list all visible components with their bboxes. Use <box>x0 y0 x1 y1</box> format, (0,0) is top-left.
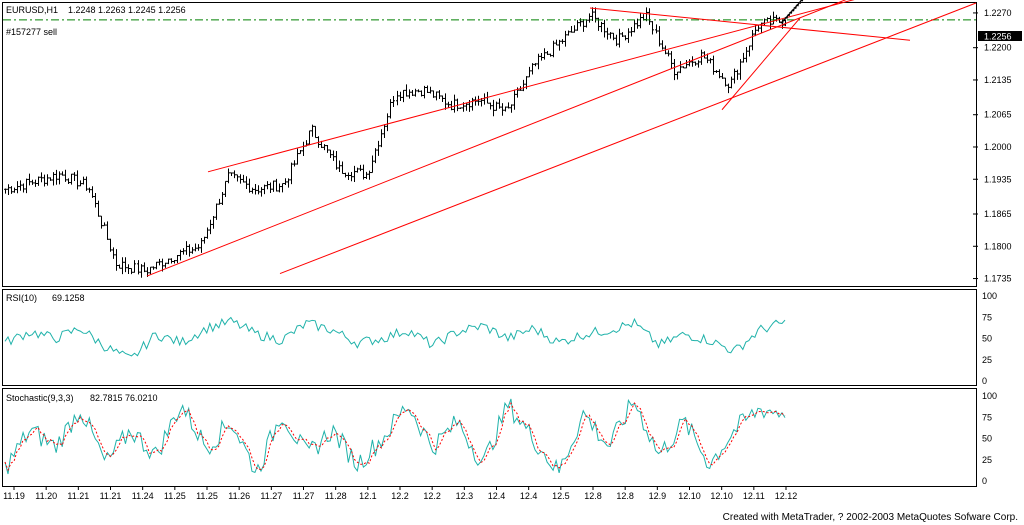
x-tick-label: 11.21 <box>100 491 122 501</box>
price-y-tick-label: 1.2135 <box>984 75 1012 85</box>
trend-line <box>279 2 977 275</box>
footer-credit: Created with MetaTrader, ? 2002-2003 Met… <box>722 512 1018 523</box>
rsi-y-tick-label: 25 <box>982 355 992 365</box>
stoch-panel-frame <box>2 388 977 487</box>
axes-layer: 1.2270 1.2200 1.2135 1.2065 1.2000 1.1935 1.18… <box>3 8 1011 501</box>
x-tick-label: 11.28 <box>325 491 347 501</box>
price-y-tick-label: 1.2000 <box>984 142 1012 152</box>
rsi-line <box>4 316 786 357</box>
order-arrow-icon <box>786 12 791 17</box>
stoch-y-tick-label: 50 <box>982 434 992 444</box>
stoch-y-tick-label: 75 <box>982 412 992 422</box>
x-tick-label: 11.27 <box>260 491 282 501</box>
price-title: EURUSD,H1 <box>6 5 58 15</box>
x-tick-label: 11.27 <box>293 491 315 501</box>
x-tick-label: 12.8 <box>616 491 634 501</box>
panel-frames <box>2 2 977 487</box>
x-tick-label: 11.25 <box>196 491 218 501</box>
x-tick-label: 11.19 <box>3 491 25 501</box>
trend-line <box>721 17 801 111</box>
order-arrow-icon <box>799 0 804 2</box>
stoch-y-tick-label: 25 <box>982 455 992 465</box>
order-arrow-icon <box>788 9 793 14</box>
x-tick-label: 11.25 <box>164 491 186 501</box>
rsi-title: RSI(10) <box>6 293 37 303</box>
x-tick-label: 11.24 <box>132 491 154 501</box>
stoch-y-tick-label: 100 <box>982 391 997 401</box>
price-y-tick-label: 1.1800 <box>984 241 1012 251</box>
order-arrow-icon <box>784 14 789 19</box>
order-arrow-icon <box>795 2 800 7</box>
x-tick-label: 11.26 <box>228 491 250 501</box>
x-tick-label: 12.4 <box>520 491 538 501</box>
stoch-main-line <box>4 398 786 475</box>
order-arrow-icon <box>793 4 798 9</box>
price-y-tick-label: 1.2270 <box>984 8 1012 18</box>
stoch-value: 82.7815 76.0210 <box>90 393 158 403</box>
rsi-y-tick-label: 75 <box>982 312 992 322</box>
x-tick-label: 12.5 <box>552 491 570 501</box>
trend-line <box>207 0 855 173</box>
rsi-layer <box>4 316 786 357</box>
price-y-tick-label: 1.2065 <box>984 110 1012 120</box>
stoch-title: Stochastic(9,3,3) <box>6 393 74 403</box>
rsi-y-tick-label: 100 <box>982 291 997 301</box>
x-tick-label: 12.4 <box>488 491 506 501</box>
order-arrow-icon <box>782 17 787 22</box>
price-y-tick-label: 1.1735 <box>984 274 1012 284</box>
x-tick-label: 12.1 <box>359 491 377 501</box>
price-y-tick-label: 1.1935 <box>984 174 1012 184</box>
current-price-label: 1.2256 <box>984 32 1012 42</box>
stoch-layer <box>4 398 786 475</box>
price-y-tick-label: 1.2200 <box>984 43 1012 53</box>
rsi-y-tick-label: 50 <box>982 334 992 344</box>
rsi-panel-frame <box>2 289 977 386</box>
order-label: #157277 sell <box>6 27 57 37</box>
order-arrow-icon <box>797 0 802 4</box>
stoch-signal-line <box>4 401 786 472</box>
price-layer <box>3 0 977 278</box>
x-tick-label: 11.21 <box>67 491 89 501</box>
x-tick-label: 12.10 <box>710 491 733 501</box>
x-tick-label: 12.11 <box>743 491 765 501</box>
x-tick-label: 11.20 <box>35 491 57 501</box>
x-tick-label: 12.10 <box>678 491 701 501</box>
stoch-y-tick-label: 0 <box>982 476 987 486</box>
x-tick-label: 12.2 <box>423 491 441 501</box>
x-tick-label: 12.2 <box>391 491 409 501</box>
rsi-value: 69.1258 <box>52 293 85 303</box>
x-tick-label: 12.3 <box>456 491 474 501</box>
x-tick-label: 12.8 <box>584 491 602 501</box>
rsi-y-tick-label: 0 <box>982 376 987 386</box>
price-y-tick-label: 1.1865 <box>984 209 1012 219</box>
price-panel-frame <box>2 2 977 287</box>
x-tick-label: 12.12 <box>775 491 798 501</box>
price-ohlc: 1.2248 1.2263 1.2245 1.2256 <box>68 5 186 15</box>
order-arrow-icon <box>791 7 795 12</box>
trend-line <box>146 0 847 277</box>
order-arrow-icon <box>780 19 784 24</box>
x-tick-label: 12.9 <box>649 491 667 501</box>
current-price-tag <box>978 31 1022 41</box>
trend-line <box>589 7 911 41</box>
